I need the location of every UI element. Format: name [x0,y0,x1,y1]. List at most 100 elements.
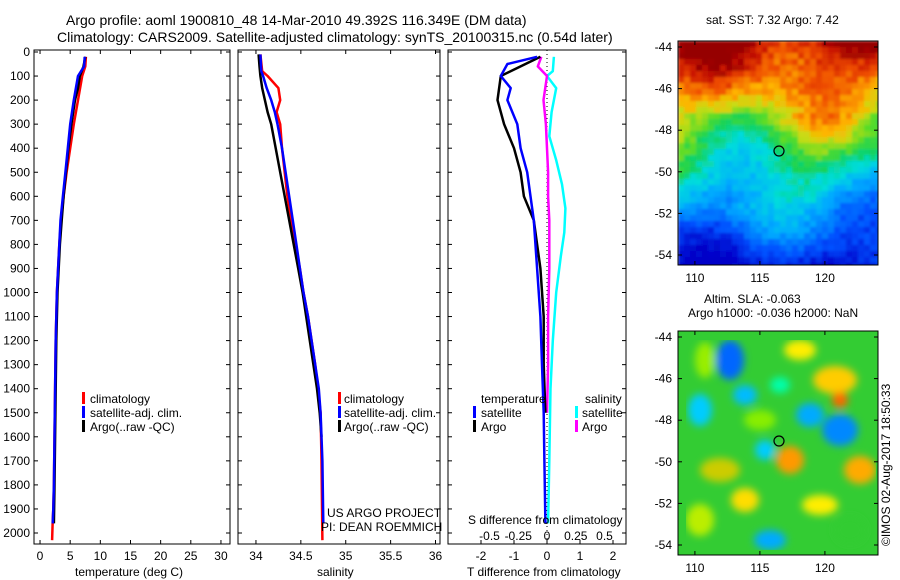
sla-map-image [678,331,878,555]
depth-tick-label: 1900 [3,502,30,516]
profile-line-salinity-argo [536,56,551,413]
salinity-panel-frame [237,49,441,545]
salinity-legend: climatology satellite-adj. clim. Argo(..… [338,392,436,434]
lat-tick-label: -50 [655,165,673,179]
lon-tick-label: 120 [815,561,835,575]
legend-swatch-t-satellite [473,406,476,418]
legend-label-s-argo: Argo [582,420,608,434]
difference-x-tick-label: 2 [610,549,617,563]
legend-label-climatology: climatology [90,392,150,406]
depth-tick-label: 400 [10,141,30,155]
credit-pi: PI: DEAN ROEMMICH [321,520,442,534]
figure-title-line1: Argo profile: aoml 1900810_48 14-Mar-201… [66,12,527,28]
profile-line-temperature-argo [496,55,547,413]
lat-tick-label: -48 [655,413,673,427]
depth-tick-label: 900 [10,261,30,275]
salinity-difference-tick-label: 0 [544,529,551,543]
salinity-x-tick-label: 34.5 [289,549,313,563]
temperature-x-tick-label: 30 [214,549,228,563]
legend-title-temperature: temperature [481,392,546,406]
sst-map-frame [677,40,879,266]
sst-map-title: sat. SST: 7.32 Argo: 7.42 [706,13,839,27]
salinity-x-axis: 34 34.5 35 35.5 36 [249,50,443,563]
difference-x-tick-label: -2 [476,549,487,563]
depth-tick-label: 700 [10,213,30,227]
credit-project: US ARGO PROJECT [327,506,442,520]
depth-tick-label: 1100 [4,310,30,324]
lat-tick-label: -54 [655,248,673,262]
legend-label-t-satellite: satellite [481,406,522,420]
temperature-profiles [50,56,88,541]
legend-label-climatology: climatology [344,392,404,406]
profile-line-argo-raw-qc- [257,54,323,437]
difference-xlabel: T difference from climatology [467,565,621,579]
difference-x-axis: -2 -1 0 1 2 [476,540,617,563]
salinity-x-tick-label: 35.5 [379,549,403,563]
salinity-x-tick-label: 34 [249,549,263,563]
lon-tick-label: 120 [815,271,835,285]
legend-title-salinity: salinity [585,392,622,406]
sla-profile-marker [773,435,785,447]
depth-tick-label: 1400 [3,382,30,396]
profile-line-salinity-satellite [545,56,567,524]
legend-label-t-argo: Argo [481,420,507,434]
profile-line-temperature-satellite [499,55,547,524]
lat-tick-label: -46 [655,82,673,96]
difference-x-tick-label: 0 [544,549,551,563]
difference-panel-frame [447,49,627,545]
lon-tick-label: 110 [685,561,704,575]
legend-label-argo: Argo(..raw -QC) [90,420,175,434]
lat-tick-label: -48 [655,123,673,137]
legend-label-satellite: satellite-adj. clim. [344,406,436,420]
lat-tick-label: -44 [655,330,673,344]
figure-title-line2: Climatology: CARS2009. Satellite-adjuste… [57,29,613,45]
lat-tick-label: -54 [655,538,673,552]
legend-swatch-s-satellite [575,406,578,418]
sst-lat-axis: -44 -46 -48 -50 -52 -54 [655,40,878,262]
temperature-x-tick-label: 5 [67,549,74,563]
legend-swatch-argo [338,420,341,432]
lon-tick-label: 115 [750,561,769,575]
legend-swatch-t-argo [473,420,476,432]
depth-tick-label: 1800 [3,478,30,492]
sst-lon-axis: 110 115 120 [685,41,835,285]
salinity-difference-top-axis: -0.5 -0.25 0 0.25 0.5 [479,529,613,543]
depth-axis: 0 100 200 300 400 500 600 700 800 900 1000 1100 1200… [3,45,626,540]
sst-map-image [678,41,878,265]
lon-tick-label: 115 [750,271,769,285]
difference-x-tick-label: 1 [577,549,584,563]
salinity-difference-tick-label: -0.5 [479,529,500,543]
salinity-profiles [257,54,325,541]
legend-swatch-satellite [82,406,85,418]
depth-tick-label: 1300 [3,358,30,372]
depth-tick-label: 500 [10,165,30,179]
lon-tick-label: 110 [685,271,704,285]
depth-tick-label: 1200 [3,334,30,348]
temperature-xlabel: temperature (deg C) [75,565,183,579]
salinity-x-tick-label: 35 [339,549,353,563]
difference-top-label: S difference from climatology [468,513,623,527]
legend-swatch-climatology [82,392,85,404]
legend-label-satellite: satellite-adj. clim. [90,406,182,420]
profile-line-satellite-adj-clim- [51,56,86,524]
legend-swatch-s-argo [575,420,578,432]
sla-map-title-line1: Altim. SLA: -0.063 [704,292,801,306]
salinity-x-tick-label: 36 [429,549,443,563]
difference-x-tick-label: -1 [509,549,520,563]
depth-tick-label: 2000 [3,526,30,540]
profile-line-satellite-adj-clim- [259,54,325,524]
depth-tick-label: 1600 [3,430,30,444]
lat-tick-label: -52 [655,206,673,220]
legend-swatch-climatology [338,392,341,404]
imos-stamp: ©IMOS 02-Aug-2017 18:50:33 [879,383,893,546]
legend-swatch-argo [82,420,85,432]
temperature-legend: climatology satellite-adj. clim. Argo(..… [82,392,182,434]
temperature-x-tick-label: 15 [124,549,138,563]
legend-label-s-satellite: satellite [582,406,623,420]
temperature-x-tick-label: 20 [154,549,168,563]
lat-tick-label: -50 [655,455,673,469]
legend-label-argo: Argo(..raw -QC) [344,420,429,434]
depth-tick-label: 1000 [3,286,30,300]
depth-tick-label: 1500 [3,406,30,420]
